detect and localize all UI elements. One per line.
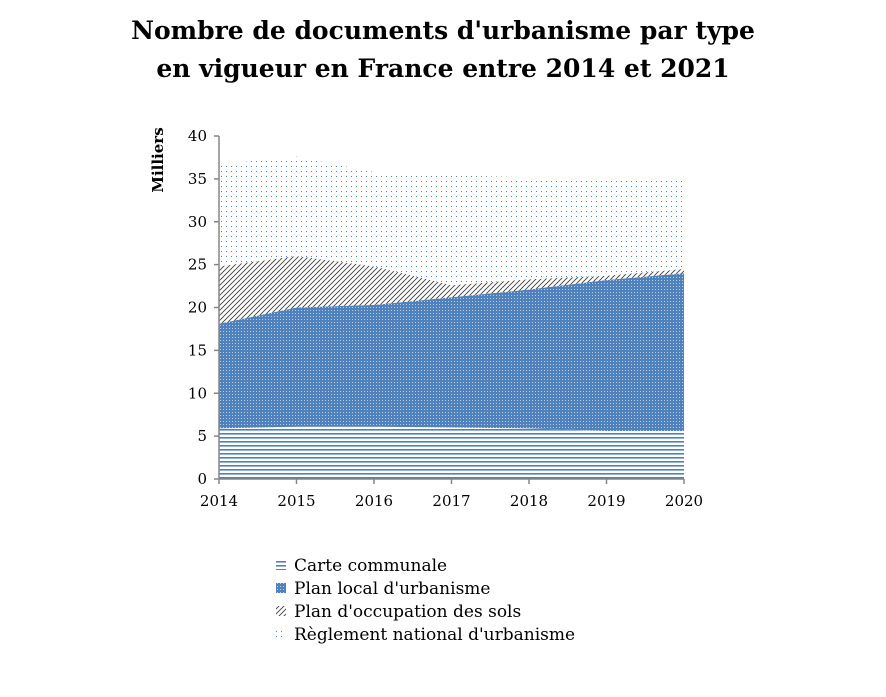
y-tick-label: 25: [188, 256, 207, 274]
x-tick-label: 2015: [277, 492, 315, 510]
chart-title-line-1: Nombre de documents d'urbanisme par type: [131, 16, 755, 45]
legend-item: Plan d'occupation des sols: [276, 602, 521, 622]
x-tick-label: 2014: [200, 492, 238, 510]
legend-swatch: [276, 629, 286, 639]
y-tick-label: 35: [188, 170, 207, 188]
y-tick-label: 40: [188, 127, 207, 145]
y-tick-label: 30: [188, 213, 207, 231]
y-tick-label: 20: [188, 299, 207, 317]
x-tick-label: 2016: [355, 492, 393, 510]
y-tick-label: 10: [188, 384, 207, 402]
legend-item: Règlement national d'urbanisme: [276, 625, 575, 645]
y-tick-label: 5: [197, 427, 207, 445]
x-tick-label: 2020: [665, 492, 703, 510]
x-tick-label: 2017: [432, 492, 470, 510]
y-axis-label: Milliers: [149, 127, 167, 192]
legend-swatch: [276, 560, 286, 570]
legend-item: Plan local d'urbanisme: [276, 579, 490, 599]
area-r-glement-national-d-urbanisme: [219, 156, 684, 286]
y-tick-label: 15: [188, 341, 207, 359]
legend-label: Plan d'occupation des sols: [294, 602, 521, 622]
x-tick-label: 2019: [587, 492, 625, 510]
legend-item: Carte communale: [276, 556, 447, 576]
area-plan-d-occupation-des-sols: [219, 256, 684, 324]
area-plan-local-d-urbanisme: [219, 273, 684, 431]
legend-label: Règlement national d'urbanisme: [294, 625, 575, 645]
area-carte-communale: [219, 426, 684, 479]
y-tick-label: 0: [197, 470, 207, 488]
legend-swatch: [276, 606, 286, 616]
legend-swatch: [276, 583, 286, 593]
legend-label: Carte communale: [294, 556, 447, 576]
x-tick-label: 2018: [510, 492, 548, 510]
legend-label: Plan local d'urbanisme: [294, 579, 490, 599]
chart-title-line-2: en vigueur en France entre 2014 et 2021: [156, 54, 730, 83]
